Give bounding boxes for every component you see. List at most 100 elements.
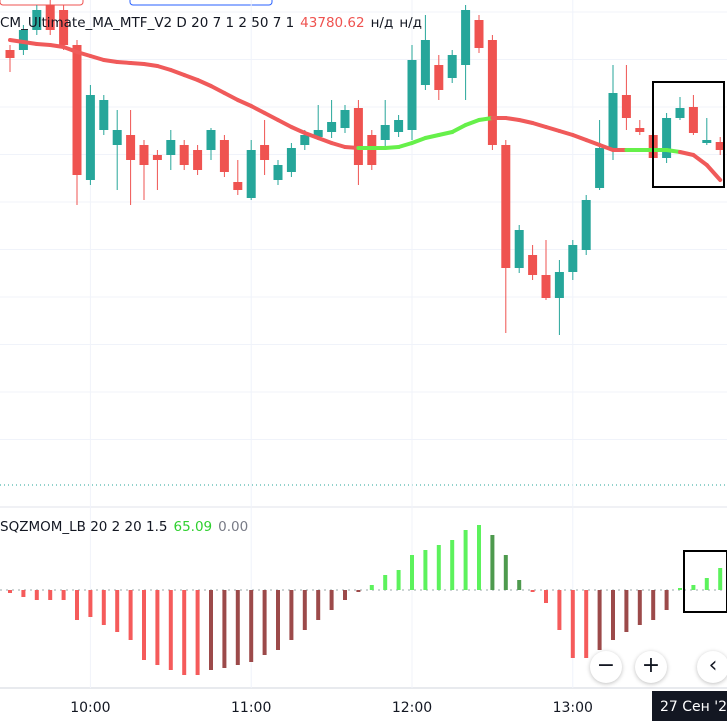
- candle-body: [528, 255, 538, 275]
- legend-value: н/д: [370, 15, 394, 31]
- ma-segment: [75, 50, 93, 58]
- ma-segment: [517, 118, 535, 125]
- legend: CM_Ultimate_MA_MTF_V2 D 20 7 1 2 50 7 1 4…: [0, 15, 428, 31]
- ma-segment: [155, 64, 173, 72]
- ma-segment: [423, 133, 441, 140]
- candle-body: [461, 10, 471, 65]
- zoom-out-button[interactable]: −: [590, 651, 622, 683]
- histogram-bar: [678, 588, 682, 590]
- candle-body: [152, 155, 162, 160]
- candle-body: [286, 148, 296, 172]
- highlight-box: [683, 550, 727, 613]
- zoom-in-button[interactable]: +: [635, 651, 667, 683]
- crosshair-box: [652, 691, 727, 721]
- legend-value: 43780.62: [300, 15, 365, 31]
- histogram-bar: [262, 590, 267, 655]
- ma-segment: [61, 45, 79, 54]
- ma-segment: [329, 141, 347, 149]
- ma-segment: [410, 136, 428, 145]
- ma-segment: [704, 163, 723, 182]
- candle-body: [32, 10, 42, 30]
- candle-body: [635, 128, 645, 132]
- candle-body: [139, 145, 149, 165]
- ma-segment: [436, 130, 455, 137]
- candle-body: [59, 10, 69, 45]
- ma-segment: [584, 138, 602, 147]
- histogram-bar: [383, 575, 388, 590]
- legend-value: 65.09: [173, 519, 213, 535]
- histogram-bar: [651, 590, 656, 620]
- ma-segment: [21, 40, 39, 46]
- ma-segment: [570, 133, 589, 142]
- candle-body: [99, 100, 109, 130]
- ma-segment: [383, 145, 401, 150]
- histogram-bar: [530, 590, 535, 592]
- histogram-bar: [637, 590, 642, 625]
- candle-body: [260, 145, 270, 160]
- candle-body: [45, 5, 55, 30]
- histogram-bar: [235, 590, 240, 665]
- histogram-bar: [101, 590, 106, 625]
- histogram-bar: [356, 590, 361, 592]
- histogram-bar: [128, 590, 133, 640]
- ma-segment: [302, 131, 321, 140]
- indicator-title: SQZMOM_LB 20 2 20 1.5: [0, 519, 168, 535]
- candle-body: [447, 55, 457, 78]
- crosshair-label: 27 Сен '21: [660, 699, 727, 715]
- ma-segment: [691, 153, 709, 167]
- candle-body: [541, 275, 551, 298]
- highlight-box: [652, 81, 725, 188]
- candle-body: [487, 40, 497, 145]
- histogram-bar: [195, 590, 200, 675]
- histogram-bar: [8, 590, 12, 593]
- legend-value: 0.00: [218, 519, 249, 535]
- ma-segment: [450, 123, 468, 134]
- histogram-bar: [463, 530, 468, 590]
- candle-body: [662, 118, 672, 158]
- candle-body: [434, 65, 444, 90]
- candle-body: [246, 150, 256, 198]
- candle-body: [273, 165, 283, 180]
- histogram-bar: [436, 545, 441, 590]
- candle-body: [688, 107, 698, 133]
- candle-body: [206, 130, 216, 150]
- candle-body: [166, 140, 176, 155]
- ma-segment: [343, 145, 361, 150]
- histogram-bar: [557, 590, 562, 630]
- candle-body: [313, 130, 323, 137]
- x-tick-label: 12:00: [392, 700, 432, 716]
- histogram-bar: [222, 590, 227, 668]
- histogram-bar: [517, 580, 522, 590]
- candle-body: [72, 45, 82, 175]
- legend-box: [129, 0, 273, 6]
- histogram-bar: [450, 540, 455, 590]
- candle-body: [394, 120, 404, 132]
- candle-body: [300, 135, 310, 145]
- candle-body: [233, 182, 243, 190]
- histogram-bar: [624, 590, 629, 632]
- histogram-bar: [423, 550, 428, 590]
- ma-segment: [544, 125, 562, 133]
- ma-segment: [88, 54, 106, 62]
- histogram-bar: [289, 590, 294, 640]
- candle-body: [112, 130, 122, 145]
- candle-body: [595, 148, 605, 188]
- histogram-bar: [115, 590, 120, 632]
- candle-body: [126, 135, 136, 160]
- ma-segment: [142, 62, 160, 68]
- ma-segment: [316, 136, 334, 145]
- candle-body: [193, 150, 203, 170]
- ma-segment: [276, 118, 294, 129]
- histogram-bar: [209, 590, 213, 670]
- candle-body: [715, 142, 725, 150]
- histogram-bar: [302, 590, 307, 630]
- ma-segment: [182, 73, 200, 82]
- legend-value: н/д: [399, 15, 423, 31]
- candle-body: [420, 40, 430, 85]
- scroll-button[interactable]: ‹: [697, 651, 727, 683]
- ma-segment: [115, 60, 133, 65]
- histogram-bar: [584, 590, 589, 658]
- candle-body: [568, 245, 578, 272]
- histogram-bar: [477, 525, 481, 590]
